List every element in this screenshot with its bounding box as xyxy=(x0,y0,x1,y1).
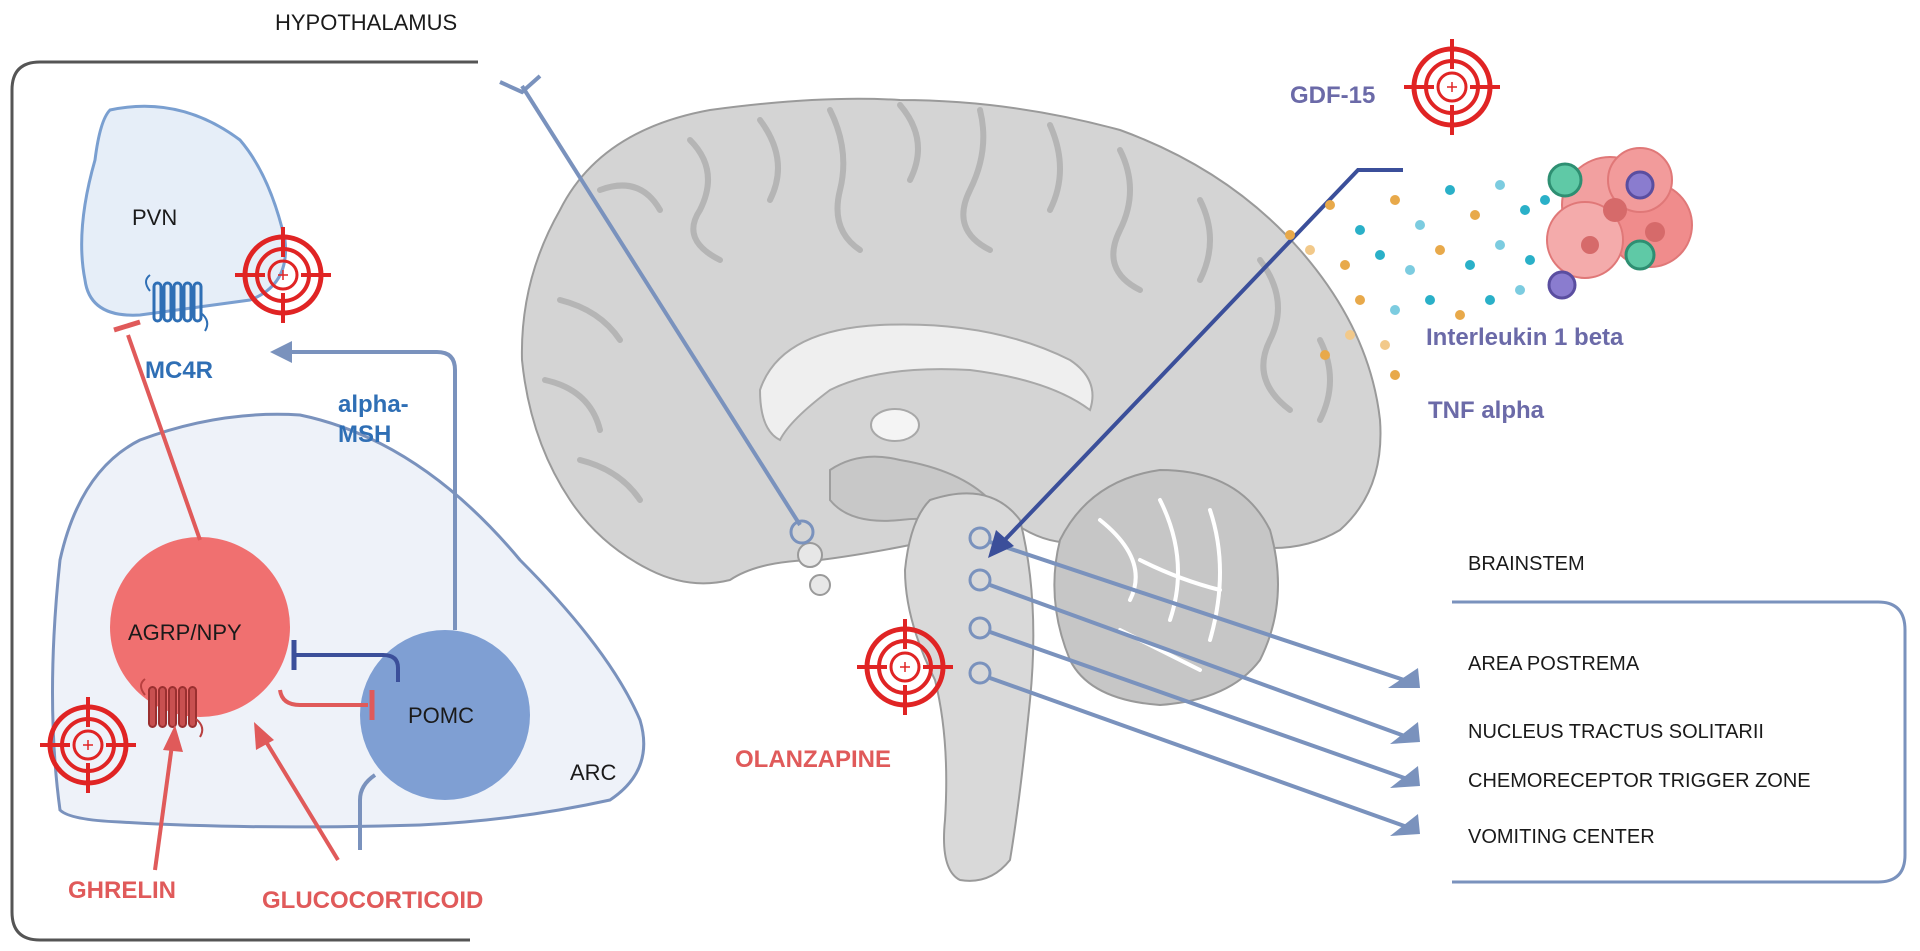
gdf15-group: GDF-15 xyxy=(1290,39,1500,135)
glucocorticoid-pathway: GLUCOCORTICOID xyxy=(254,722,483,914)
glucocorticoid-label: GLUCOCORTICOID xyxy=(262,887,483,914)
brainstem-center-item: VOMITING CENTER xyxy=(1468,826,1655,848)
agrp-npy-neuron: AGRP/NPY xyxy=(110,537,290,738)
cytokine-particles xyxy=(1285,180,1565,380)
pomc-neuron: POMC xyxy=(360,630,530,800)
alpha-msh-label-1: alpha- xyxy=(338,391,409,418)
brainstem-label: BRAINSTEM xyxy=(1468,553,1585,575)
target-icon xyxy=(1404,39,1500,135)
brainstem-center-item: AREA POSTREMA xyxy=(1468,653,1640,675)
olanzapine-label: OLANZAPINE xyxy=(735,746,891,773)
hypothalamus-marker xyxy=(789,519,815,545)
pvn-region: PVN MC4R xyxy=(80,104,331,384)
pomc-inhibition-agrp xyxy=(291,640,400,682)
alpha-msh-pathway: alpha- MSH xyxy=(270,341,457,630)
glucocorticoid-pomc-inhibition xyxy=(358,773,377,850)
agrp-inhibition-pomc xyxy=(278,689,375,720)
alpha-msh-label-2: MSH xyxy=(338,421,391,448)
tnf-label: TNF alpha xyxy=(1428,397,1545,424)
brainstem-panel: BRAINSTEM AREA POSTREMA NUCLEUS TRACTUS … xyxy=(1452,553,1907,884)
pomc-label: POMC xyxy=(408,703,474,728)
arc-label: ARC xyxy=(570,760,617,785)
hypothalamus-panel: HYPOTHALAMUS xyxy=(10,10,478,942)
olanzapine-group: OLANZAPINE xyxy=(735,619,953,773)
hypothalamus-frame xyxy=(10,60,478,942)
interleukin-label: Interleukin 1 beta xyxy=(1426,324,1624,351)
ghrelin-pathway: GHRELIN xyxy=(68,725,183,904)
brainstem-center-item: CHEMORECEPTOR TRIGGER ZONE xyxy=(1468,770,1811,792)
brainstem-center-item: NUCLEUS TRACTUS SOLITARII xyxy=(1468,721,1764,743)
gdf15-pathway xyxy=(988,168,1403,558)
hypothalamus-label: HYPOTHALAMUS xyxy=(275,10,457,35)
brainstem-frame xyxy=(1452,600,1907,884)
gdf15-label: GDF-15 xyxy=(1290,82,1375,109)
pvn-label: PVN xyxy=(132,205,177,230)
agrp-npy-label: AGRP/NPY xyxy=(128,620,242,645)
brainstem-connector-lines xyxy=(989,540,1420,836)
hypothalamus-pointer xyxy=(499,74,815,545)
tumor-cell-icon xyxy=(1546,147,1693,300)
agrp-inhibition-mc4r xyxy=(113,319,202,541)
ghrelin-label: GHRELIN xyxy=(68,877,176,904)
brain-illustration xyxy=(520,97,1382,882)
mc4r-label: MC4R xyxy=(145,357,213,384)
brainstem-markers xyxy=(968,526,992,685)
